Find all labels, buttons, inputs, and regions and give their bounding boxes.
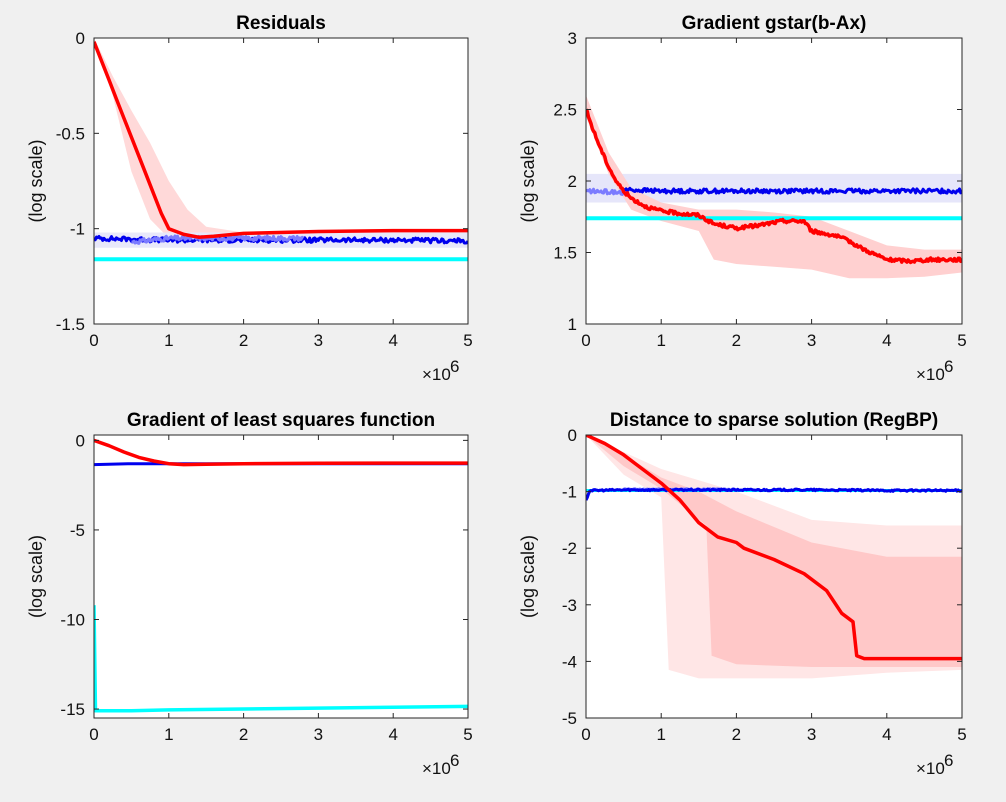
subplot-title: Distance to sparse solution (RegBP) [610, 410, 938, 431]
series-line-2 [623, 186, 962, 195]
x-multiplier-label: ×10 [916, 759, 945, 778]
y-axis-label: (log scale) [518, 535, 538, 618]
x-multiplier-exponent: 6 [450, 357, 459, 376]
series-line-1 [94, 605, 468, 713]
y-tick-label: 3 [568, 29, 577, 48]
y-axis-label: (log scale) [26, 139, 46, 222]
x-tick-label: 2 [732, 331, 741, 350]
x-tick-label: 3 [807, 725, 816, 744]
x-multiplier-label: ×10 [916, 365, 945, 384]
series-line-4 [586, 108, 962, 265]
axes-box [93, 37, 469, 325]
x-tick-label: 3 [807, 331, 816, 350]
subplot-title: Gradient gstar(b-Ax) [682, 13, 867, 34]
x-tick-label: 5 [957, 725, 966, 744]
x-tick-label: 5 [463, 331, 472, 350]
subplot-title: Residuals [236, 13, 326, 34]
series-line-3 [586, 487, 962, 501]
x-tick-label: 2 [239, 725, 248, 744]
x-tick-label: 2 [732, 725, 741, 744]
plot-area [94, 435, 468, 718]
y-tick-label: -15 [60, 700, 85, 719]
subplot-4: 0 1 2 3 4 5 -5 -4 -3 -2 -1 0 Distance to sparse solu… [518, 410, 967, 778]
x-tick-label: 3 [314, 331, 323, 350]
plot-content [94, 438, 468, 713]
x-tick-label: 5 [463, 725, 472, 744]
x-tick-label: 3 [314, 725, 323, 744]
plot-content [586, 95, 962, 279]
y-tick-label: -1 [70, 220, 85, 239]
y-tick-label: -4 [562, 652, 577, 671]
x-tick-label: 1 [656, 725, 665, 744]
x-multiplier-exponent: 6 [944, 357, 953, 376]
y-tick-label: 2.5 [553, 101, 577, 120]
subplot-title: Gradient of least squares function [127, 410, 435, 431]
y-tick-label: 1 [568, 315, 577, 334]
x-tick-label: 4 [882, 331, 891, 350]
x-tick-label: 5 [957, 331, 966, 350]
plot-content [586, 435, 962, 679]
axes-box [585, 434, 963, 719]
x-tick-label: 0 [581, 725, 590, 744]
axes-box [93, 434, 469, 719]
y-tick-label: 0 [568, 426, 577, 445]
series-line-3 [94, 438, 468, 467]
x-tick-label: 0 [89, 725, 98, 744]
y-tick-label: -5 [562, 709, 577, 728]
x-multiplier-exponent: 6 [944, 751, 953, 770]
x-tick-label: 4 [388, 725, 397, 744]
y-tick-label: -1.5 [56, 315, 85, 334]
series-line-3 [586, 187, 625, 196]
y-tick-label: 0 [76, 29, 85, 48]
subplot-1: 0 1 2 3 4 5 -1.5 -1 -0.5 0 Residuals (log scale) ×10… [26, 13, 473, 384]
x-tick-label: 1 [164, 725, 173, 744]
confidence-band-2 [586, 435, 962, 668]
x-tick-label: 4 [388, 331, 397, 350]
x-tick-label: 1 [164, 331, 173, 350]
y-tick-label: -10 [60, 610, 85, 629]
x-tick-label: 1 [656, 331, 665, 350]
x-tick-label: 0 [581, 331, 590, 350]
y-tick-label: 1.5 [553, 244, 577, 263]
y-tick-label: -2 [562, 539, 577, 558]
x-multiplier-label: ×10 [422, 759, 451, 778]
y-axis-label: (log scale) [26, 535, 46, 618]
y-tick-label: -5 [70, 521, 85, 540]
x-tick-label: 0 [89, 331, 98, 350]
x-tick-label: 2 [239, 331, 248, 350]
y-tick-label: 2 [568, 172, 577, 191]
subplot-3: 0 1 2 3 4 5 -15 -10 -5 0 Gradient of least squares… [26, 410, 473, 778]
series-line-4 [586, 435, 962, 661]
confidence-band-1 [586, 173, 962, 203]
y-axis-label: (log scale) [518, 139, 538, 222]
x-multiplier-label: ×10 [422, 365, 451, 384]
y-tick-label: 0 [76, 431, 85, 450]
series-line-4 [94, 41, 468, 239]
x-tick-label: 4 [882, 725, 891, 744]
y-tick-label: -3 [562, 596, 577, 615]
plot-content [94, 38, 468, 262]
y-tick-label: -1 [562, 483, 577, 502]
y-tick-label: -0.5 [56, 124, 85, 143]
x-multiplier-exponent: 6 [450, 751, 459, 770]
